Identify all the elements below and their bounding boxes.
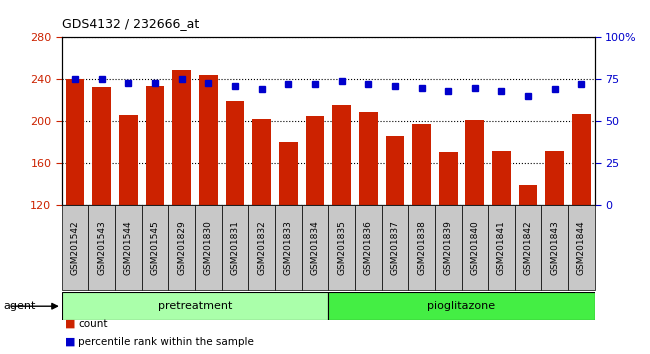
Bar xyxy=(465,120,484,205)
Bar xyxy=(519,185,538,205)
Text: GDS4132 / 232666_at: GDS4132 / 232666_at xyxy=(62,17,199,30)
Bar xyxy=(92,87,111,205)
Bar xyxy=(306,116,324,205)
Bar xyxy=(172,70,191,205)
Text: GSM201542: GSM201542 xyxy=(71,221,79,275)
Text: GSM201840: GSM201840 xyxy=(471,221,479,275)
Bar xyxy=(439,152,458,205)
Text: GSM201842: GSM201842 xyxy=(524,221,532,275)
FancyBboxPatch shape xyxy=(195,205,222,290)
Text: pioglitazone: pioglitazone xyxy=(428,301,495,311)
Text: percentile rank within the sample: percentile rank within the sample xyxy=(78,337,254,347)
Text: count: count xyxy=(78,319,107,329)
Text: ■: ■ xyxy=(65,319,75,329)
FancyBboxPatch shape xyxy=(88,205,115,290)
Text: pretreatment: pretreatment xyxy=(158,301,232,311)
Text: GSM201839: GSM201839 xyxy=(444,220,452,275)
FancyBboxPatch shape xyxy=(408,205,435,290)
FancyBboxPatch shape xyxy=(515,205,541,290)
FancyBboxPatch shape xyxy=(302,205,328,290)
Text: agent: agent xyxy=(3,301,36,311)
Text: GSM201544: GSM201544 xyxy=(124,221,133,275)
Text: GSM201844: GSM201844 xyxy=(577,221,586,275)
FancyBboxPatch shape xyxy=(328,292,595,320)
Text: GSM201830: GSM201830 xyxy=(204,220,213,275)
FancyBboxPatch shape xyxy=(435,205,462,290)
FancyBboxPatch shape xyxy=(355,205,382,290)
Bar xyxy=(226,101,244,205)
FancyBboxPatch shape xyxy=(462,205,488,290)
Bar xyxy=(332,105,351,205)
Bar xyxy=(492,151,511,205)
Text: GSM201543: GSM201543 xyxy=(98,221,106,275)
Text: GSM201831: GSM201831 xyxy=(231,220,239,275)
FancyBboxPatch shape xyxy=(275,205,302,290)
Text: GSM201545: GSM201545 xyxy=(151,221,159,275)
FancyBboxPatch shape xyxy=(115,205,142,290)
Text: GSM201836: GSM201836 xyxy=(364,220,372,275)
Bar xyxy=(572,114,591,205)
Text: GSM201833: GSM201833 xyxy=(284,220,292,275)
FancyBboxPatch shape xyxy=(541,205,568,290)
Text: GSM201829: GSM201829 xyxy=(177,221,186,275)
Text: GSM201841: GSM201841 xyxy=(497,221,506,275)
FancyBboxPatch shape xyxy=(488,205,515,290)
Text: GSM201843: GSM201843 xyxy=(551,221,559,275)
FancyBboxPatch shape xyxy=(142,205,168,290)
FancyBboxPatch shape xyxy=(168,205,195,290)
FancyBboxPatch shape xyxy=(382,205,408,290)
FancyBboxPatch shape xyxy=(62,205,88,290)
Bar xyxy=(545,151,564,205)
Text: GSM201834: GSM201834 xyxy=(311,221,319,275)
Bar xyxy=(359,112,378,205)
FancyBboxPatch shape xyxy=(62,292,328,320)
Text: GSM201837: GSM201837 xyxy=(391,220,399,275)
Text: GSM201838: GSM201838 xyxy=(417,220,426,275)
Bar xyxy=(119,115,138,205)
FancyBboxPatch shape xyxy=(248,205,275,290)
Bar xyxy=(385,136,404,205)
Bar xyxy=(199,75,218,205)
Text: GSM201832: GSM201832 xyxy=(257,221,266,275)
Bar xyxy=(279,142,298,205)
Text: GSM201835: GSM201835 xyxy=(337,220,346,275)
Bar xyxy=(412,124,431,205)
Bar xyxy=(146,86,164,205)
FancyBboxPatch shape xyxy=(222,205,248,290)
Text: ■: ■ xyxy=(65,337,75,347)
Bar xyxy=(252,119,271,205)
FancyBboxPatch shape xyxy=(328,205,355,290)
FancyBboxPatch shape xyxy=(568,205,595,290)
Bar xyxy=(66,79,84,205)
